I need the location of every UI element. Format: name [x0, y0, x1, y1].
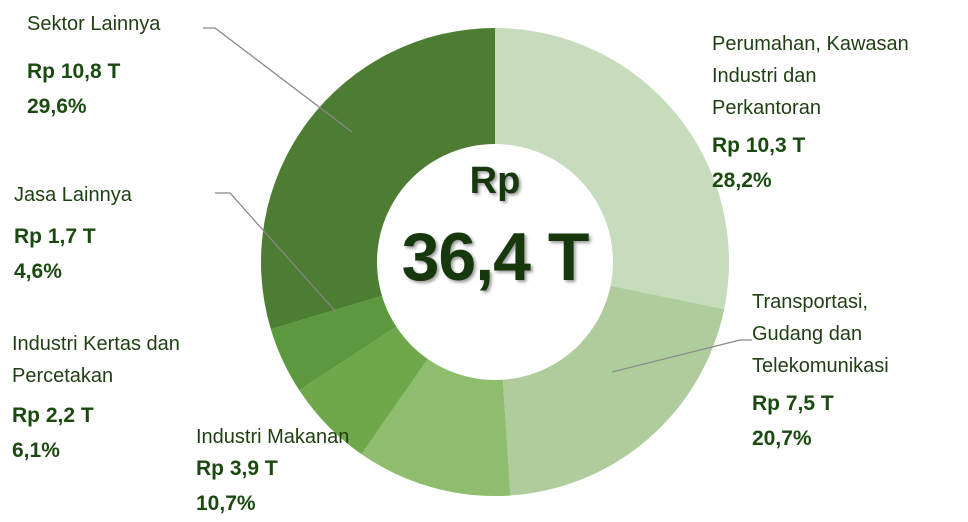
slice-label: Industri Kertas dan Percetakan Rp 2,2 T 6,… [12, 328, 180, 468]
value-label: 28,2% [712, 169, 772, 192]
value-label: 4,6% [14, 260, 62, 283]
value-label: 10,7% [196, 492, 256, 515]
leader-line [215, 192, 337, 313]
category-label: Jasa Lainnya [14, 184, 132, 206]
amount-label: Rp 3,9 T [196, 457, 278, 480]
value-label: 6,1% [12, 439, 60, 462]
amount-label: Rp 10,8 T [27, 60, 121, 83]
category-label: Industri Kertas dan Percetakan [12, 333, 180, 387]
category-label: Perumahan, Kawasan Industri dan Perkanto… [712, 33, 909, 119]
center-label: Rp [469, 160, 521, 202]
amount-label: Rp 2,2 T [12, 404, 94, 427]
amount-label: Rp 10,3 T [712, 134, 806, 157]
center-label: 36,4 T [401, 219, 590, 295]
slice-label: Jasa Lainnya Rp 1,7 T 4,6% [14, 179, 132, 289]
category-label: Transportasi, Gudang dan Telekomunikasi [752, 291, 889, 377]
amount-label: Rp 1,7 T [14, 225, 96, 248]
value-label: 29,6% [27, 95, 87, 118]
slice-label: Industri Makanan Rp 3,9 T 10,7% [196, 421, 349, 521]
slice-label: Perumahan, Kawasan Industri dan Perkanto… [712, 28, 909, 198]
amount-label: Rp 7,5 T [752, 392, 834, 415]
leader-line [611, 339, 752, 373]
category-label: Sektor Lainnya [27, 13, 161, 35]
donut-hole [377, 144, 613, 380]
value-label: 20,7% [752, 427, 812, 450]
category-label: Industri Makanan [196, 426, 350, 448]
slice-label: Transportasi, Gudang dan Telekomunikasi R… [752, 286, 889, 456]
slice-label: Sektor Lainnya Rp 10,8 T 29,6% [27, 8, 160, 124]
leader-line [203, 27, 353, 133]
